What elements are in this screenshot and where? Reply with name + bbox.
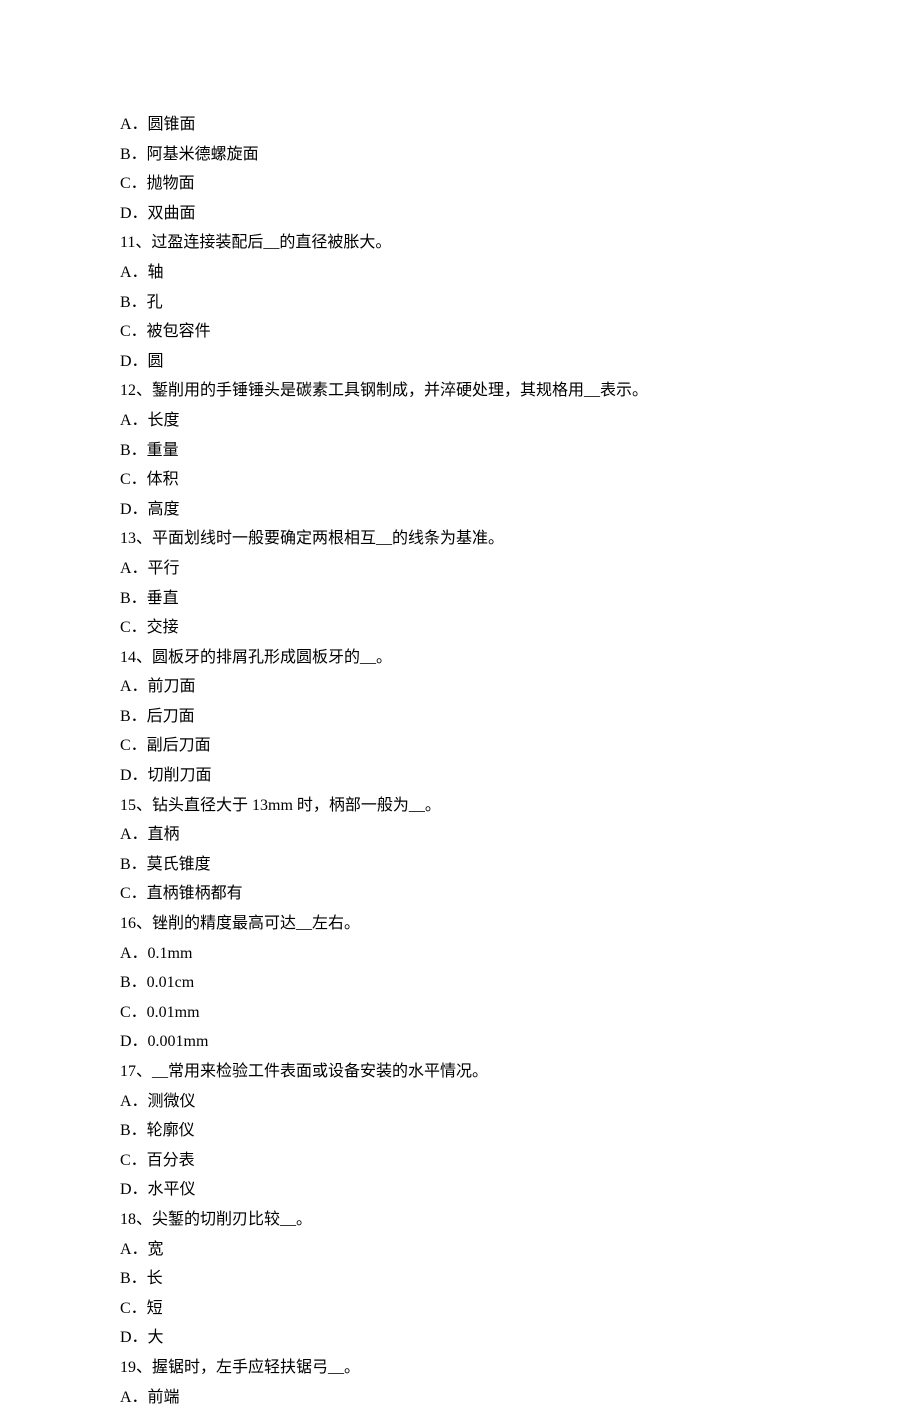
text-line: A．直柄 [120,820,800,850]
text-line: B．莫氏锥度 [120,850,800,880]
text-line: C．被包容件 [120,317,800,347]
text-line: D．切削刀面 [120,761,800,791]
text-line: C．副后刀面 [120,731,800,761]
text-line: A．长度 [120,406,800,436]
text-line: C．交接 [120,613,800,643]
text-line: A．平行 [120,554,800,584]
text-line: 19、握锯时，左手应轻扶锯弓__。 [120,1353,800,1383]
text-line: D．圆 [120,347,800,377]
text-line: B．长 [120,1264,800,1294]
text-line: A．前端 [120,1383,800,1412]
text-line: D．0.001mm [120,1027,800,1057]
text-line: 12、錾削用的手锤锤头是碳素工具钢制成，并淬硬处理，其规格用__表示。 [120,376,800,406]
text-line: B．孔 [120,288,800,318]
text-line: B．0.01cm [120,968,800,998]
text-line: 11、过盈连接装配后__的直径被胀大。 [120,228,800,258]
text-line: A．测微仪 [120,1087,800,1117]
text-line: D．高度 [120,495,800,525]
text-line: C．直柄锥柄都有 [120,879,800,909]
text-line: B．垂直 [120,584,800,614]
text-line: C．百分表 [120,1146,800,1176]
text-line: 14、圆板牙的排屑孔形成圆板牙的__。 [120,643,800,673]
document-content: A．圆锥面 B．阿基米德螺旋面 C．抛物面 D．双曲面 11、过盈连接装配后__… [120,110,800,1412]
text-line: B．后刀面 [120,702,800,732]
text-line: D．大 [120,1323,800,1353]
text-line: A．宽 [120,1235,800,1265]
text-line: A．0.1mm [120,939,800,969]
text-line: 15、钻头直径大于 13mm 时，柄部一般为__。 [120,791,800,821]
text-line: C．体积 [120,465,800,495]
text-line: 16、锉削的精度最高可达__左右。 [120,909,800,939]
text-line: C．短 [120,1294,800,1324]
text-line: 13、平面划线时一般要确定两根相互__的线条为基准。 [120,524,800,554]
text-line: A．圆锥面 [120,110,800,140]
text-line: A．前刀面 [120,672,800,702]
text-line: C．0.01mm [120,998,800,1028]
text-line: C．抛物面 [120,169,800,199]
text-line: 17、__常用来检验工件表面或设备安装的水平情况。 [120,1057,800,1087]
text-line: A．轴 [120,258,800,288]
text-line: B．重量 [120,436,800,466]
text-line: D．双曲面 [120,199,800,229]
text-line: B．阿基米德螺旋面 [120,140,800,170]
text-line: B．轮廓仪 [120,1116,800,1146]
text-line: 18、尖錾的切削刃比较__。 [120,1205,800,1235]
text-line: D．水平仪 [120,1175,800,1205]
